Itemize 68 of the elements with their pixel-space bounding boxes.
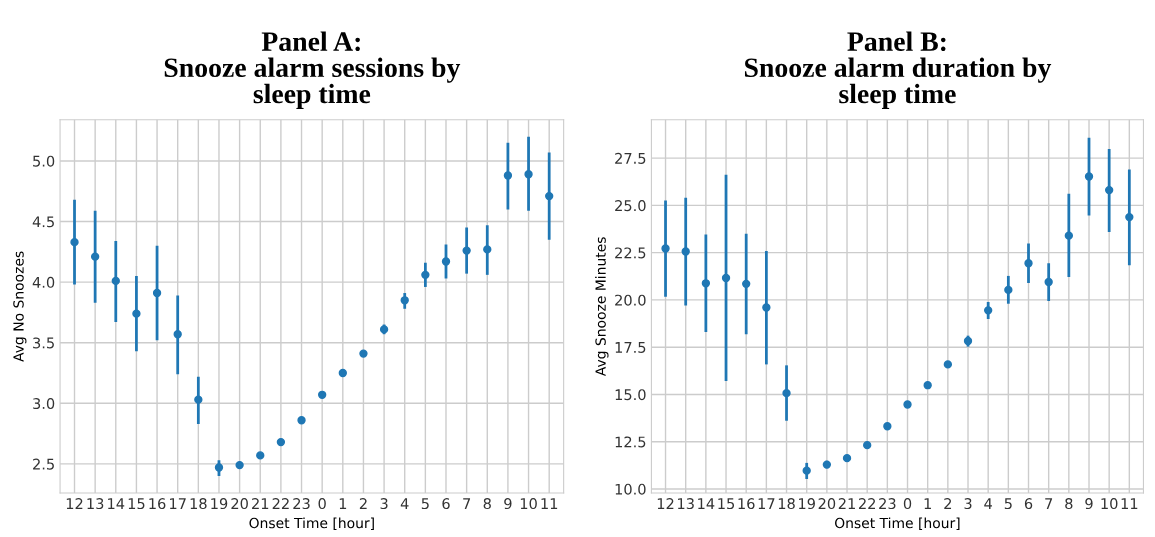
x-tick-label: 21 <box>838 498 855 509</box>
y-tick-label: 5.0 <box>33 155 55 167</box>
x-tick-label: 9 <box>1085 498 1093 510</box>
x-axis-title: Onset Time [hour] <box>249 517 374 530</box>
y-tick-label: 3.5 <box>33 337 54 349</box>
x-tick-label: 2 <box>944 498 952 509</box>
x-tick-label: 3 <box>964 498 972 510</box>
y-axis-title: Avg No Snoozes <box>13 251 27 362</box>
x-tick-label: 11 <box>541 498 558 509</box>
x-tick-label: 20 <box>818 498 836 510</box>
x-tick-label: 22 <box>858 498 876 509</box>
x-tick-label: 8 <box>483 498 491 510</box>
y-tick-label: 27.5 <box>615 152 646 164</box>
y-tick-label: 25.0 <box>615 200 646 212</box>
x-tick-label: 15 <box>718 498 735 510</box>
x-tick-label: 1 <box>924 498 931 509</box>
x-tick-label: 22 <box>272 498 289 509</box>
chart-title: Panel A: Snooze alarm sessions by sleep time <box>164 31 461 109</box>
x-tick-label: 8 <box>1065 498 1073 510</box>
x-tick-label: 18 <box>190 498 207 510</box>
x-tick-label: 13 <box>678 498 694 510</box>
x-tick-label: 23 <box>293 498 310 510</box>
y-tick-label: 15.0 <box>615 389 646 401</box>
x-tick-label: 9 <box>504 498 512 510</box>
x-tick-label: 10 <box>1101 498 1118 510</box>
x-tick-label: 2 <box>359 498 367 509</box>
x-tick-label: 15 <box>128 498 145 510</box>
chart-title: Panel B: Snooze alarm duration by sleep time <box>744 31 1052 109</box>
x-tick-label: 12 <box>66 498 83 509</box>
x-tick-label: 6 <box>1024 498 1033 510</box>
y-tick-label: 10.0 <box>615 483 646 495</box>
x-tick-label: 5 <box>1004 498 1012 510</box>
x-tick-label: 14 <box>698 498 715 509</box>
x-tick-label: 5 <box>421 498 429 510</box>
x-tick-label: 12 <box>657 498 674 509</box>
y-tick-label: 2.5 <box>33 458 54 470</box>
y-tick-label: 20.0 <box>615 294 646 306</box>
x-tick-label: 0 <box>318 498 326 510</box>
x-tick-label: 18 <box>778 498 795 510</box>
x-axis-title: Onset Time [hour] <box>835 517 960 530</box>
x-tick-label: 20 <box>231 498 248 510</box>
y-tick-label: 22.5 <box>615 247 646 259</box>
y-tick-label: 3.0 <box>33 398 55 410</box>
x-tick-label: 10 <box>520 498 537 510</box>
y-axis-title: Avg Snooze Minutes <box>595 237 609 377</box>
x-tick-label: 1 <box>339 498 347 509</box>
x-tick-label: 11 <box>1121 498 1138 509</box>
x-tick-label: 16 <box>149 498 166 510</box>
x-tick-label: 7 <box>1045 498 1053 509</box>
x-tick-label: 6 <box>442 498 450 510</box>
x-tick-label: 16 <box>738 498 755 510</box>
x-tick-label: 3 <box>380 498 388 510</box>
x-tick-label: 4 <box>400 498 409 509</box>
x-tick-label: 21 <box>252 498 269 509</box>
x-tick-label: 19 <box>799 498 815 510</box>
y-tick-label: 4.0 <box>32 276 55 288</box>
x-tick-label: 4 <box>984 498 992 509</box>
x-tick-label: 0 <box>903 498 912 510</box>
x-tick-label: 17 <box>758 498 775 509</box>
y-tick-label: 17.5 <box>615 342 646 353</box>
x-tick-label: 7 <box>463 498 471 509</box>
y-tick-label: 12.5 <box>615 436 646 448</box>
x-tick-label: 23 <box>879 498 896 510</box>
x-tick-label: 19 <box>211 498 228 510</box>
x-tick-label: 14 <box>108 498 125 509</box>
x-tick-label: 13 <box>87 498 104 510</box>
x-tick-label: 17 <box>170 498 186 509</box>
y-tick-label: 4.5 <box>32 216 54 228</box>
